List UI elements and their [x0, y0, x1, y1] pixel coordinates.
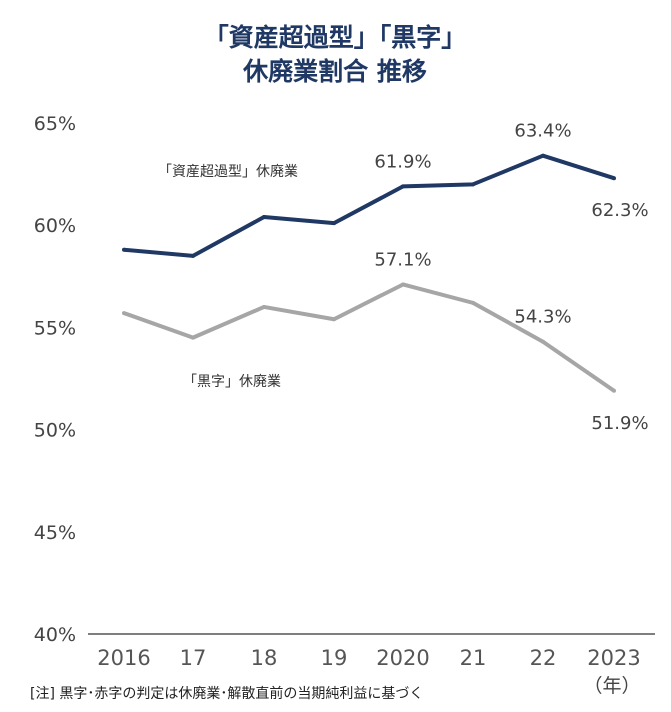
- data-point: [191, 335, 195, 340]
- data-point: [122, 311, 126, 316]
- y-tick-label: 45%: [34, 522, 76, 544]
- data-label: 62.3%: [591, 200, 648, 221]
- series-label-profit: 「黒字」休廃業: [183, 373, 281, 390]
- footnote: [注] 黒字･赤字の判定は休廃業･解散直前の当期純利益に基づく: [30, 685, 423, 702]
- data-point: [262, 215, 266, 220]
- series-line-0: [123, 153, 615, 258]
- data-label: 54.3%: [514, 307, 571, 328]
- data-point: [401, 282, 405, 287]
- data-point: [401, 184, 405, 189]
- x-axis-unit: （年）: [583, 675, 640, 697]
- y-tick-label: 40%: [34, 624, 76, 646]
- x-tick-label: 21: [460, 646, 487, 670]
- y-tick-label: 65%: [34, 113, 76, 135]
- data-label: 63.4%: [514, 121, 571, 142]
- x-tick-label: 18: [251, 646, 278, 670]
- x-tick-label: 17: [180, 646, 207, 670]
- x-tick-label: 19: [321, 646, 348, 670]
- data-label: 51.9%: [591, 413, 648, 434]
- data-point: [332, 317, 336, 322]
- x-tick-label: 2016: [97, 646, 150, 670]
- data-point: [122, 247, 126, 252]
- series-label-asset: 「資産超過型」休廃業: [158, 163, 298, 180]
- series-line-1: [123, 282, 616, 393]
- x-tick-label: 22: [530, 646, 557, 670]
- data-point: [262, 304, 266, 309]
- data-point: [612, 176, 616, 181]
- data-point: [471, 300, 475, 305]
- data-point: [612, 388, 616, 393]
- y-tick-label: 50%: [34, 420, 76, 442]
- data-point: [541, 339, 545, 344]
- data-point: [471, 182, 475, 187]
- data-point: [191, 253, 195, 258]
- y-tick-label: 60%: [34, 215, 76, 237]
- chart-title-line2: 休廃業割合 推移: [242, 57, 427, 86]
- data-label: 57.1%: [374, 249, 431, 270]
- y-tick-label: 55%: [34, 317, 76, 339]
- data-point: [332, 221, 336, 226]
- x-tick-label: 2020: [376, 646, 429, 670]
- data-point: [541, 153, 545, 158]
- x-tick-label: 2023: [587, 646, 640, 670]
- data-label: 61.9%: [374, 151, 431, 172]
- chart-title-line1: 「資産超過型」「黒字」: [204, 23, 467, 52]
